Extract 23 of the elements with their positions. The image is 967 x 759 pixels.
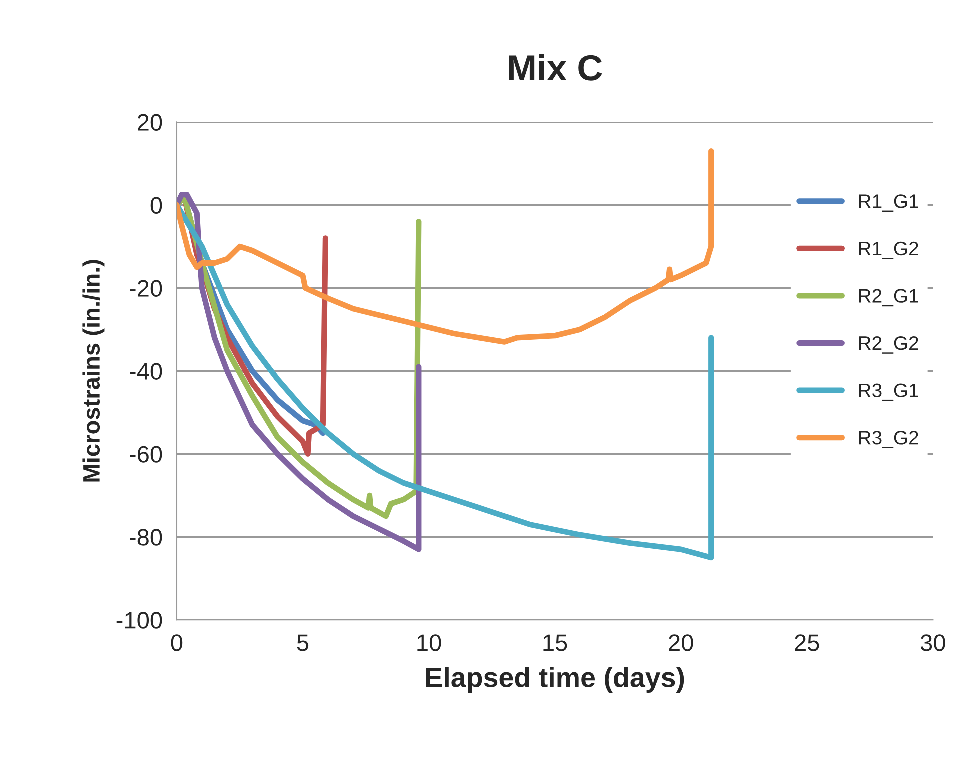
y-tick-label: 20 [138, 114, 162, 131]
y-tick-label: -100 [116, 612, 162, 629]
y-tick-label: -60 [130, 446, 162, 463]
legend-label: R3_G2 [859, 431, 918, 448]
y-tick-label: -80 [130, 529, 162, 546]
y-tick-label: -40 [130, 363, 162, 380]
legend-label: R2_G2 [859, 336, 918, 354]
x-axis-title: Elapsed time (days) [426, 667, 684, 694]
legend-label: R1_G2 [859, 242, 918, 260]
legend-label: R2_G1 [859, 289, 918, 307]
y-tick-label: 0 [150, 197, 162, 214]
x-tick-label: 15 [544, 634, 568, 652]
y-axis-title: Microstrains (in./in.) [82, 260, 105, 482]
x-tick-label: 5 [297, 634, 309, 652]
x-tick-label: 20 [669, 634, 694, 652]
x-tick-label: 0 [171, 634, 183, 652]
legend-label: R1_G1 [859, 194, 918, 212]
x-tick-label: 30 [920, 634, 946, 652]
x-tick-label: 25 [795, 634, 820, 652]
y-tick-label: -20 [130, 280, 162, 297]
chart-title: Mix C [509, 54, 602, 81]
x-tick-label: 10 [418, 634, 442, 652]
legend-label: R3_G1 [859, 384, 918, 402]
